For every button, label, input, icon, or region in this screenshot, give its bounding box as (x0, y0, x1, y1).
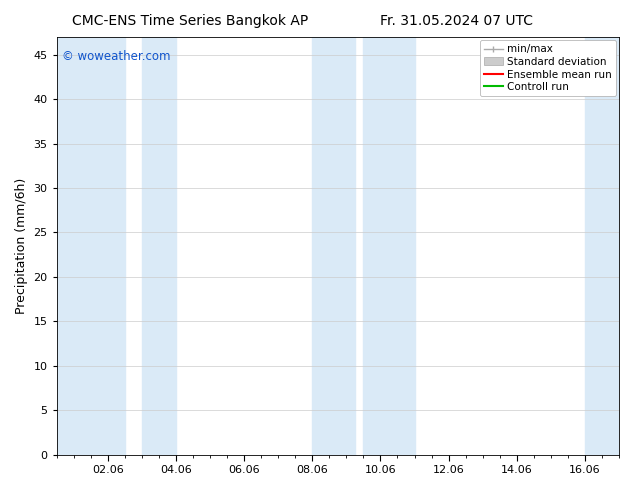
Bar (363, 37, 415, 455)
Text: CMC-ENS Time Series Bangkok AP: CMC-ENS Time Series Bangkok AP (72, 14, 308, 28)
Bar (142, 37, 176, 455)
Bar (585, 37, 619, 455)
Text: © woweather.com: © woweather.com (62, 49, 171, 63)
Bar (313, 37, 355, 455)
Bar (56, 37, 125, 455)
Y-axis label: Precipitation (mm/6h): Precipitation (mm/6h) (15, 178, 28, 314)
Legend: min/max, Standard deviation, Ensemble mean run, Controll run: min/max, Standard deviation, Ensemble me… (480, 40, 616, 97)
Text: Fr. 31.05.2024 07 UTC: Fr. 31.05.2024 07 UTC (380, 14, 533, 28)
